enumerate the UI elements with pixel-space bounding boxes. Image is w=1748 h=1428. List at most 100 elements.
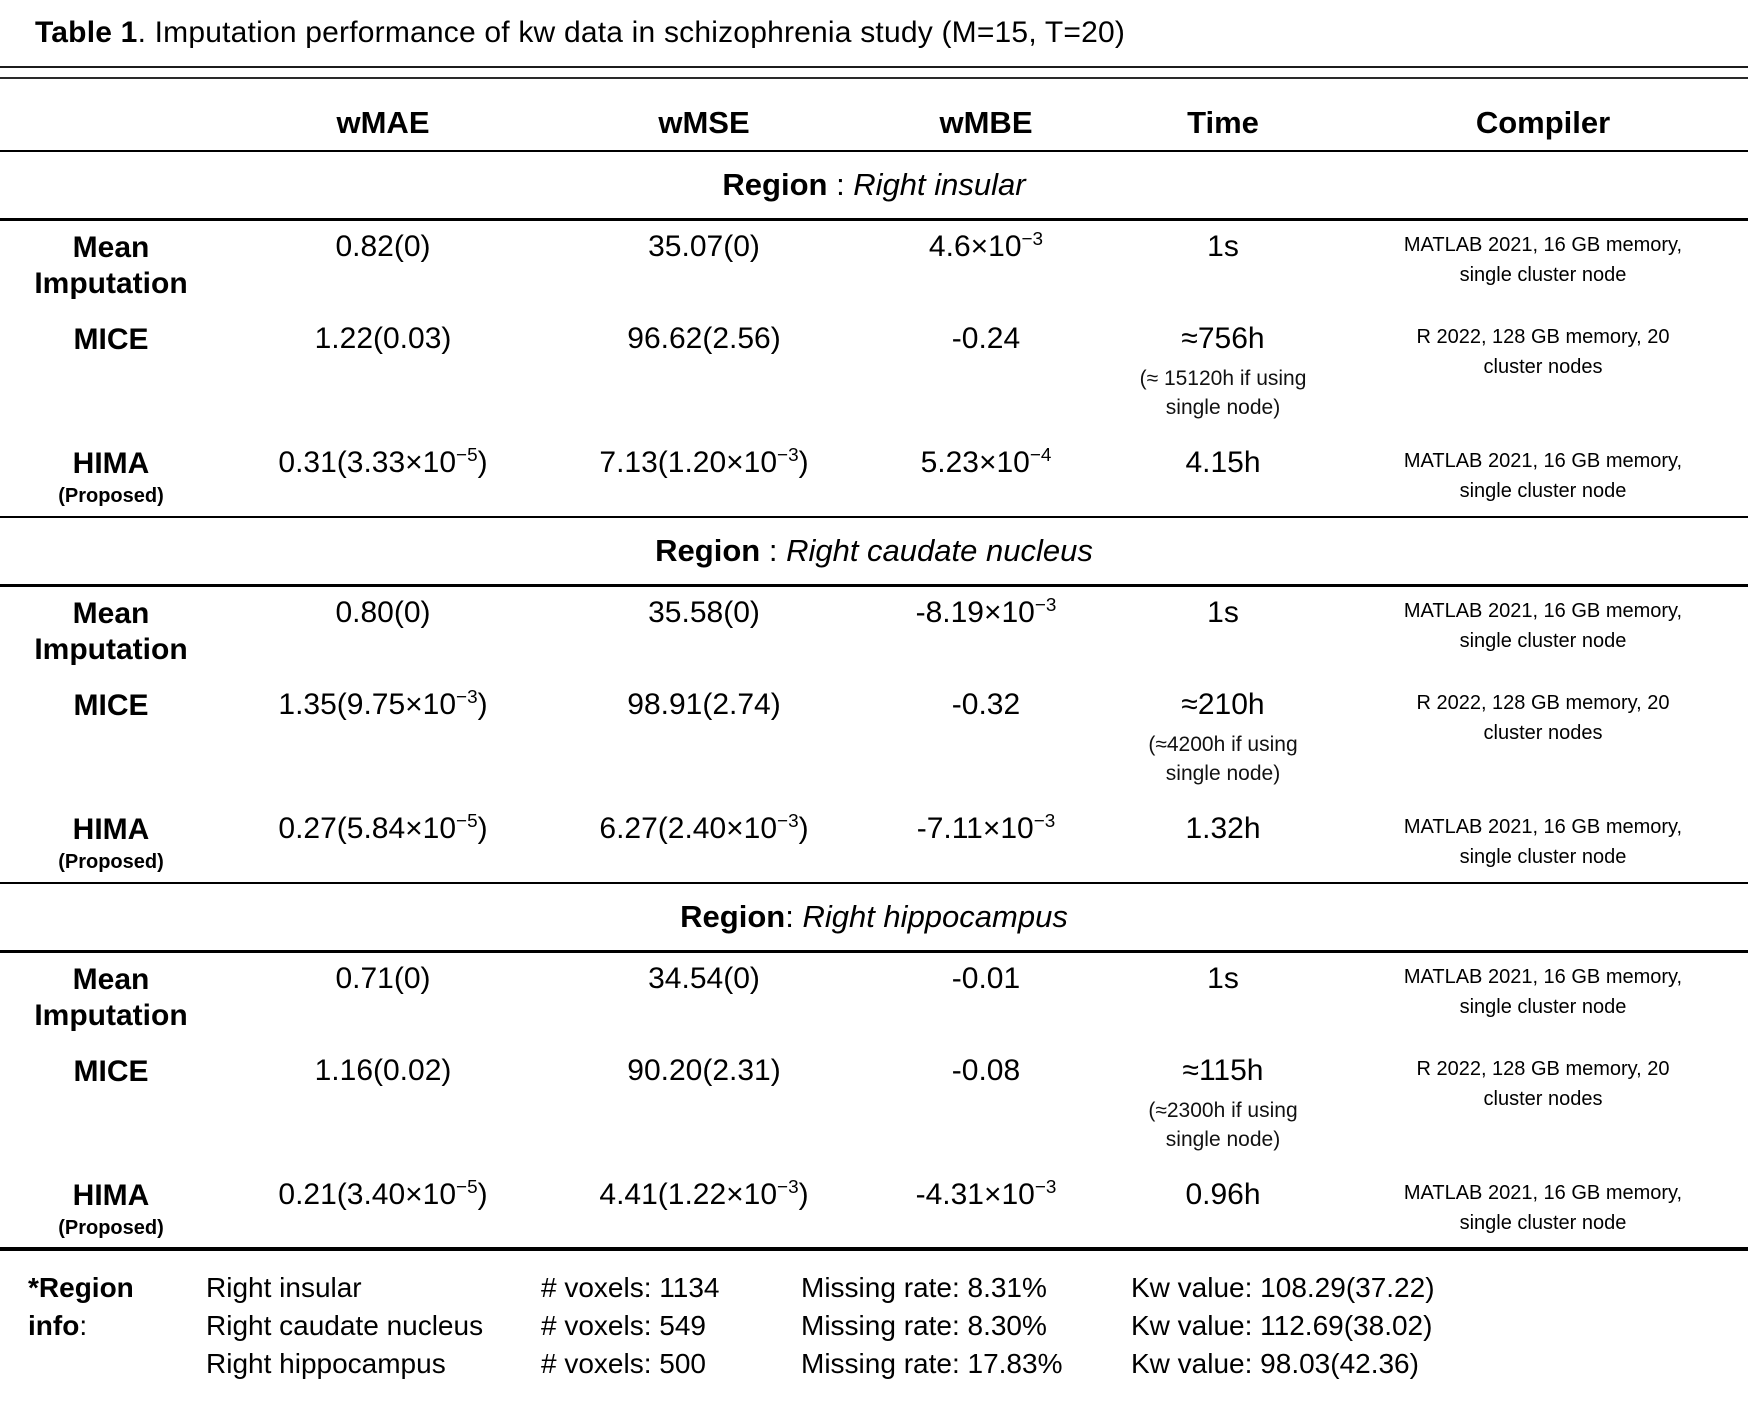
missing-rate: Missing rate: 8.31% xyxy=(801,1272,1047,1303)
region-separator: : xyxy=(827,166,854,202)
method-label: Mean Imputation xyxy=(34,596,188,667)
wmbe-value: 4.6×10−3 xyxy=(928,228,1044,263)
missing-rate: Missing rate: 8.30% xyxy=(801,1310,1047,1341)
wmbe-value: 5.23×10−4 xyxy=(864,437,1108,518)
compiler-info: MATLAB 2021, 16 GB memory, single cluste… xyxy=(1403,599,1683,652)
method-label: HIMA (Proposed) xyxy=(0,803,222,884)
compiler-info: MATLAB 2021, 16 GB memory, single cluste… xyxy=(1338,437,1748,518)
method-label: Mean Imputation xyxy=(34,230,188,301)
compiler-info: MATLAB 2021, 16 GB memory, single cluste… xyxy=(1403,233,1683,286)
compiler-info: R 2022, 128 GB memory, 20 cluster nodes xyxy=(1416,326,1670,378)
region-name: Right insular xyxy=(853,166,1026,202)
time-value: 1.32h xyxy=(1108,803,1338,884)
region-name: Right caudate nucleus xyxy=(786,532,1093,568)
table-number: Table 1 xyxy=(35,16,138,49)
wmae-value: 0.21(3.40×10−5) xyxy=(222,1169,544,1251)
table-caption-text: . Imputation performance of kw data in s… xyxy=(137,16,1126,49)
region-name: Right insular xyxy=(206,1272,362,1303)
wmse-value: 90.20(2.31) xyxy=(627,1054,781,1087)
wmbe-value: -7.11×10−3 xyxy=(864,803,1108,884)
wmbe-value: -0.32 xyxy=(951,688,1021,721)
table-row: HIMA (Proposed) 0.27(5.84×10−5) 6.27(2.40… xyxy=(0,803,1748,884)
method-label: MICE xyxy=(73,1055,149,1088)
column-header-compiler: Compiler xyxy=(1338,79,1748,152)
missing-rate: Missing rate: 17.83% xyxy=(801,1348,1063,1379)
region-info-footnote: *Region info: Right insular # voxels: 11… xyxy=(28,1269,1748,1383)
region-info-row: Right insular # voxels: 1134 Missing rat… xyxy=(206,1269,1748,1307)
footnote-rows: Right insular # voxels: 1134 Missing rat… xyxy=(206,1269,1748,1383)
method-label: MICE xyxy=(73,323,149,356)
wmae-value: 1.35(9.75×10−3) xyxy=(278,687,488,721)
compiler-info: MATLAB 2021, 16 GB memory, single cluste… xyxy=(1338,1169,1748,1251)
wmae-value: 0.71(0) xyxy=(335,961,431,995)
kw-value: Kw value: 108.29(37.22) xyxy=(1131,1272,1435,1303)
wmae-value: 0.82(0) xyxy=(335,229,431,263)
time-value: ≈210h (≈4200h if using single node) xyxy=(1148,688,1298,786)
region-caption: Region : Right caudate nucleus xyxy=(0,517,1748,587)
table-row: HIMA (Proposed) 0.31(3.33×10−5) 7.13(1.20… xyxy=(0,437,1748,518)
compiler-info: MATLAB 2021, 16 GB memory, single cluste… xyxy=(1403,965,1683,1018)
wmse-value: 7.13(1.20×10−3) xyxy=(544,437,864,518)
region-caption-row: Region : Right caudate nucleus xyxy=(0,517,1748,587)
time-value: 1s xyxy=(1207,229,1239,263)
table-row: Mean Imputation 0.71(0) 34.54(0) -0.01 1… xyxy=(0,951,1748,1045)
time-value: 1s xyxy=(1207,595,1239,629)
region-label: Region xyxy=(722,166,828,202)
method-label: HIMA (Proposed) xyxy=(0,1169,222,1251)
time-value: 4.15h xyxy=(1108,437,1338,518)
column-header-time: Time xyxy=(1108,79,1338,152)
method-label: Mean Imputation xyxy=(34,962,188,1033)
table-row: MICE 1.16(0.02) 90.20(2.31) -0.08 ≈115h(… xyxy=(0,1045,1748,1169)
region-caption-row: Region: Right hippocampus xyxy=(0,883,1748,953)
wmae-value: 0.27(5.84×10−5) xyxy=(222,803,544,884)
wmae-value: 0.31(3.33×10−5) xyxy=(222,437,544,518)
wmbe-value: -0.24 xyxy=(951,322,1021,355)
region-info-row: Right caudate nucleus # voxels: 549 Miss… xyxy=(206,1307,1748,1345)
wmse-value: 98.91(2.74) xyxy=(627,688,781,721)
wmae-value: 1.16(0.02) xyxy=(314,1054,452,1087)
method-label: MICE xyxy=(73,689,149,722)
wmse-value: 6.27(2.40×10−3) xyxy=(544,803,864,884)
region-separator: : xyxy=(760,532,787,568)
region-label: Region xyxy=(655,532,761,568)
table-row: MICE 1.22(0.03) 96.62(2.56) -0.24 ≈756h(… xyxy=(0,313,1748,437)
header-row: wMAE wMSE wMBE Time Compiler xyxy=(0,79,1748,152)
table-row: Mean Imputation 0.82(0) 35.07(0) 4.6×10−… xyxy=(0,219,1748,313)
wmse-value: 4.41(1.22×10−3) xyxy=(544,1169,864,1251)
time-value: 1s xyxy=(1207,961,1239,995)
region-caption: Region: Right hippocampus xyxy=(0,883,1748,953)
time-value: ≈756h (≈ 15120h if using single node) xyxy=(1139,322,1307,420)
region-name: Right hippocampus xyxy=(802,898,1068,934)
compiler-info: R 2022, 128 GB memory, 20 cluster nodes xyxy=(1416,1058,1670,1110)
region-separator: : xyxy=(785,898,803,934)
voxel-count: # voxels: 549 xyxy=(541,1310,706,1341)
wmae-value: 1.22(0.03) xyxy=(314,322,452,355)
column-header-wmbe: wMBE xyxy=(864,79,1108,152)
compiler-info: R 2022, 128 GB memory, 20 cluster nodes xyxy=(1416,692,1670,744)
wmbe-value: -0.01 xyxy=(951,961,1021,995)
wmbe-value: -0.08 xyxy=(951,1054,1021,1087)
time-value: 0.96h xyxy=(1108,1169,1338,1251)
footnote-label: *Region info: xyxy=(28,1272,134,1341)
wmse-value: 96.62(2.56) xyxy=(627,322,781,355)
compiler-info: MATLAB 2021, 16 GB memory, single cluste… xyxy=(1338,803,1748,884)
wmae-value: 0.80(0) xyxy=(335,595,431,629)
voxel-count: # voxels: 500 xyxy=(541,1348,706,1379)
method-label: HIMA (Proposed) xyxy=(0,437,222,518)
wmbe-value: -4.31×10−3 xyxy=(864,1169,1108,1251)
region-name: Right caudate nucleus xyxy=(206,1310,484,1341)
region-label: Region xyxy=(680,898,786,934)
paper-table-page: Table 1. Imputation performance of kw da… xyxy=(0,16,1748,1383)
table-row: MICE 1.35(9.75×10−3) 98.91(2.74) -0.32 ≈… xyxy=(0,679,1748,803)
wmbe-value: -8.19×10−3 xyxy=(915,594,1057,629)
wmse-value: 35.07(0) xyxy=(648,229,760,263)
table-row: Mean Imputation 0.80(0) 35.58(0) -8.19×1… xyxy=(0,585,1748,679)
table-row: HIMA (Proposed) 0.21(3.40×10−5) 4.41(1.22… xyxy=(0,1169,1748,1251)
region-name: Right hippocampus xyxy=(206,1348,446,1379)
wmse-value: 35.58(0) xyxy=(648,595,760,629)
top-double-rule xyxy=(0,66,1748,79)
column-header-empty xyxy=(0,79,222,152)
voxel-count: # voxels: 1134 xyxy=(541,1272,720,1303)
kw-value: Kw value: 98.03(42.36) xyxy=(1131,1348,1419,1379)
time-value: ≈115h (≈2300h if using single node) xyxy=(1148,1054,1298,1152)
